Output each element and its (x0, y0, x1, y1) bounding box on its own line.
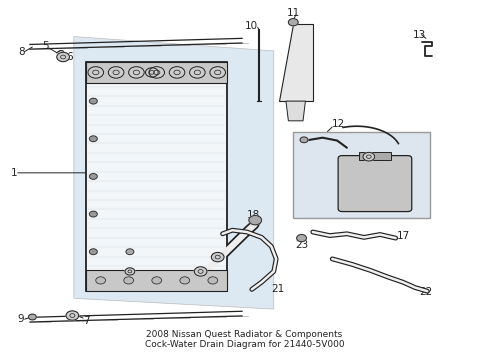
Bar (86, 270, 227, 291)
Text: 9: 9 (18, 314, 24, 324)
Circle shape (89, 211, 97, 217)
Circle shape (152, 277, 161, 284)
Circle shape (362, 152, 374, 161)
Circle shape (209, 67, 225, 78)
Text: 8: 8 (18, 46, 24, 57)
Circle shape (300, 137, 307, 143)
Circle shape (123, 277, 133, 284)
Text: 14: 14 (375, 149, 388, 159)
Circle shape (149, 67, 164, 78)
Circle shape (145, 68, 158, 77)
Circle shape (89, 98, 97, 104)
Circle shape (28, 314, 36, 320)
Text: 12: 12 (331, 120, 345, 129)
Circle shape (207, 277, 217, 284)
Text: 23: 23 (294, 239, 307, 249)
Circle shape (125, 268, 135, 275)
Circle shape (108, 67, 123, 78)
Text: 2008 Nissan Quest Radiator & Components
Cock-Water Drain Diagram for 21440-5V000: 2008 Nissan Quest Radiator & Components … (144, 330, 344, 349)
Text: 5: 5 (42, 41, 49, 50)
Text: 21: 21 (271, 284, 284, 294)
Circle shape (211, 252, 224, 262)
Bar (86, 62, 227, 83)
Polygon shape (278, 24, 312, 101)
Circle shape (169, 67, 184, 78)
Circle shape (89, 174, 97, 179)
Circle shape (89, 249, 97, 255)
Text: 22: 22 (418, 287, 431, 297)
Polygon shape (285, 101, 305, 121)
Circle shape (248, 216, 261, 225)
Bar (358, 152, 390, 160)
Text: 18: 18 (246, 210, 260, 220)
Text: 7: 7 (83, 316, 90, 325)
Bar (86, 62, 227, 291)
Circle shape (288, 19, 298, 26)
FancyBboxPatch shape (337, 156, 411, 212)
Circle shape (89, 136, 97, 141)
Bar (293, 132, 429, 218)
Circle shape (96, 277, 105, 284)
Polygon shape (74, 37, 273, 309)
Circle shape (194, 267, 206, 276)
Circle shape (88, 67, 103, 78)
Circle shape (189, 67, 205, 78)
Text: 11: 11 (286, 8, 299, 18)
Text: 4: 4 (113, 67, 119, 77)
Text: 15: 15 (352, 155, 366, 165)
Circle shape (126, 249, 134, 255)
Text: 10: 10 (245, 21, 258, 31)
Text: 19: 19 (210, 258, 223, 268)
Text: 3: 3 (98, 247, 104, 257)
Text: 13: 13 (412, 30, 425, 40)
Circle shape (57, 52, 69, 62)
Text: 6: 6 (66, 52, 73, 62)
Circle shape (66, 311, 79, 320)
Text: 1: 1 (10, 168, 17, 178)
Circle shape (128, 67, 144, 78)
Circle shape (296, 234, 306, 242)
Text: 2: 2 (98, 266, 104, 276)
Text: 20: 20 (193, 273, 206, 283)
Text: 17: 17 (396, 231, 409, 241)
Text: 16: 16 (307, 154, 321, 165)
Circle shape (180, 277, 189, 284)
